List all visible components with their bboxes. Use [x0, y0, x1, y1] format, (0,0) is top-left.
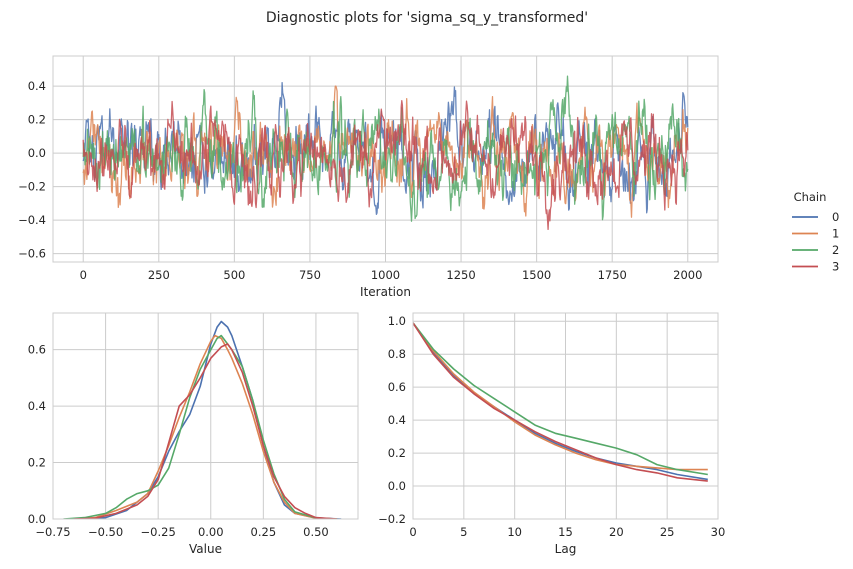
density-x-tick-label: −0.50 [88, 525, 123, 539]
figure-title: Diagnostic plots for 'sigma_sq_y_transfo… [266, 10, 588, 26]
density-y-tick-label: 0.0 [28, 512, 46, 526]
trace-frame [52, 55, 719, 263]
acf-x-tick-label: 0 [409, 525, 416, 539]
acf-line-chain-1 [413, 322, 708, 471]
acf-x-tick-label: 20 [609, 525, 624, 539]
density-x-tick-label: −0.75 [35, 525, 70, 539]
acf-y-tick-label: 1.0 [388, 314, 406, 328]
trace-y-tick-label: −0.6 [18, 247, 46, 261]
density-plot-area [53, 313, 358, 519]
trace-x-tick-label: 1250 [446, 268, 475, 282]
acf-line-chain-0 [413, 322, 708, 481]
density-x-tick-label: 0.00 [198, 525, 224, 539]
acf-y-tick-label: 0.6 [388, 380, 406, 394]
legend-title: Chain [794, 190, 827, 204]
trace-x-tick-label: 500 [223, 268, 245, 282]
acf-x-tick-label: 30 [711, 525, 726, 539]
density-line-chain-1 [73, 334, 338, 519]
trace-y-tick-label: 0.4 [28, 79, 46, 93]
acf-y-tick-label: 0.2 [388, 446, 406, 460]
acf-line-chain-3 [413, 322, 708, 482]
density-x-tick-label: 0.50 [303, 525, 329, 539]
acf-panel: 0 5 10 15 20 25 30 −0.2 0.0 0.2 0.4 0.6 0.8 1.0 Lag [378, 312, 726, 556]
trace-y-tick-label: 0.2 [28, 113, 46, 127]
trace-panel: 0 250 500 750 1000 1250 1500 1750 2000 −0.6 −0.4 −0… [18, 55, 719, 299]
acf-x-tick-label: 5 [460, 525, 467, 539]
acf-x-axis-label: Lag [555, 542, 577, 556]
acf-y-tick-label: 0.4 [388, 413, 406, 427]
trace-y-tick-label: 0.0 [28, 146, 46, 160]
trace-x-tick-label: 750 [299, 268, 321, 282]
legend-label-chain-3: 3 [832, 260, 839, 274]
acf-x-tick-label: 10 [507, 525, 522, 539]
density-x-axis-label: Value [189, 542, 222, 556]
acf-x-tick-label: 25 [660, 525, 675, 539]
trace-x-tick-label: 1500 [522, 268, 551, 282]
density-line-chain-2 [63, 334, 338, 519]
legend-label-chain-0: 0 [832, 210, 839, 224]
acf-y-tick-label: −0.2 [378, 512, 406, 526]
trace-y-tick-label: −0.2 [18, 180, 46, 194]
density-panel: −0.75 −0.50 −0.25 0.00 0.25 0.50 0.0 0.2 0.4 0.6 V… [28, 312, 359, 556]
density-x-tick-label: 0.25 [251, 525, 277, 539]
trace-x-tick-label: 250 [148, 268, 170, 282]
density-y-tick-label: 0.2 [28, 456, 46, 470]
trace-y-tick-label: −0.4 [18, 213, 46, 227]
trace-x-tick-label: 2000 [673, 268, 702, 282]
acf-y-tick-label: 0.0 [388, 479, 406, 493]
density-line-chain-3 [73, 343, 338, 519]
acf-x-tick-label: 15 [558, 525, 573, 539]
acf-line-chain-2 [413, 322, 708, 476]
legend-label-chain-2: 2 [832, 243, 839, 257]
trace-x-tick-label: 0 [80, 268, 87, 282]
chain-legend: Chain 0 1 2 3 [792, 190, 839, 274]
trace-x-tick-label: 1000 [371, 268, 400, 282]
density-frame [52, 312, 359, 520]
legend-label-chain-1: 1 [832, 227, 839, 241]
acf-y-tick-label: 0.8 [388, 347, 406, 361]
trace-line-chain-3 [82, 100, 689, 231]
trace-x-tick-label: 1750 [598, 268, 627, 282]
trace-x-axis-label: Iteration [360, 285, 411, 299]
acf-frame [412, 312, 719, 520]
density-y-tick-label: 0.6 [28, 343, 46, 357]
density-x-tick-label: −0.25 [141, 525, 176, 539]
density-y-tick-label: 0.4 [28, 399, 46, 413]
